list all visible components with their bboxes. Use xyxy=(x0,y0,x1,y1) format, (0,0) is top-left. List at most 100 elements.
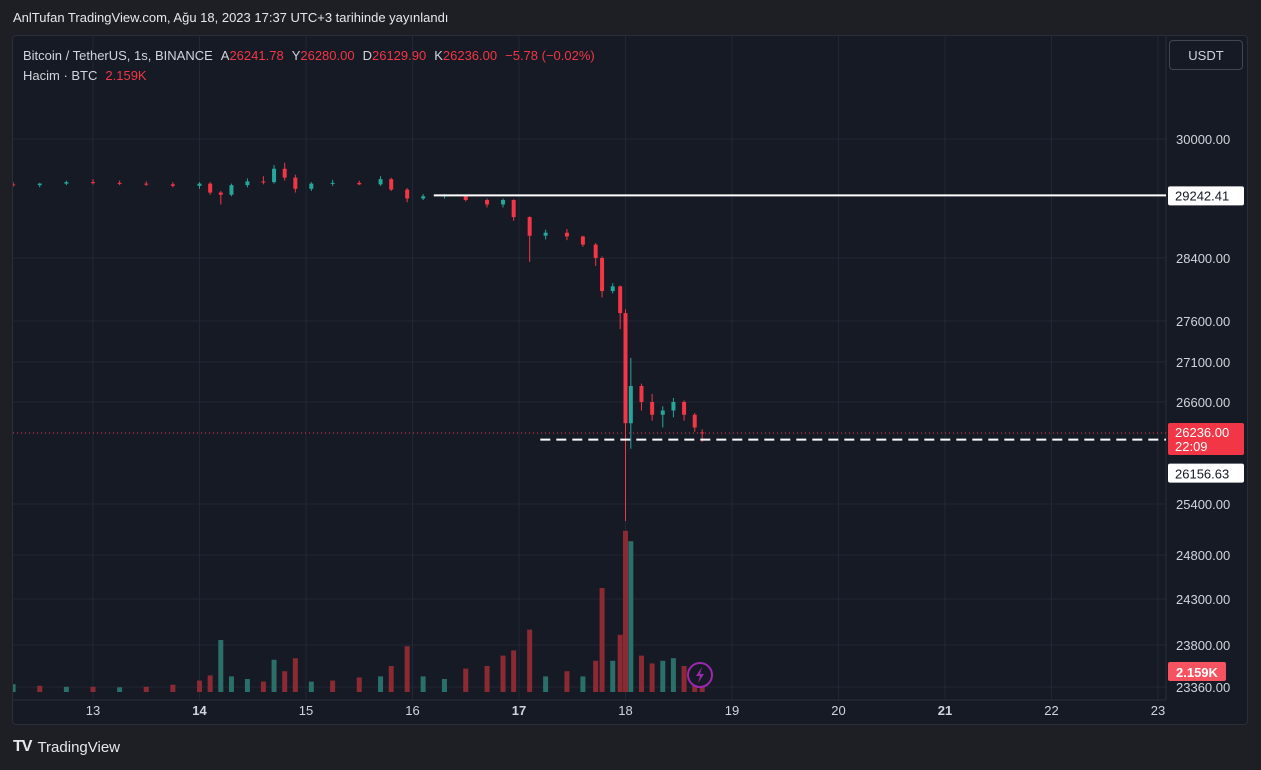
low-label: D xyxy=(362,48,372,63)
time-tick-label: 14 xyxy=(192,703,207,718)
volume-bar xyxy=(670,658,676,692)
candle-body xyxy=(610,286,615,292)
volume-bar xyxy=(218,640,224,692)
volume-bar xyxy=(378,676,384,692)
tradingview-mark-icon: TV xyxy=(13,738,32,755)
price-tick-label: 25400.00 xyxy=(1176,497,1230,512)
volume-label[interactable]: Hacim · BTC xyxy=(23,68,98,83)
price-chart[interactable]: 29242.41 30000.00 28400.00 27600.00 27100.00… xyxy=(13,36,1248,725)
volume-bar xyxy=(420,676,426,692)
time-tick-label: 19 xyxy=(725,703,739,718)
candle-body xyxy=(650,402,655,415)
candle-body xyxy=(485,199,490,205)
candle-body xyxy=(511,199,516,218)
volume-bar xyxy=(207,675,213,692)
time-tick-label: 18 xyxy=(618,703,632,718)
candle-body xyxy=(170,184,175,186)
time-tick-label: 15 xyxy=(299,703,313,718)
time-tick-label: 16 xyxy=(405,703,419,718)
volume-bar xyxy=(660,660,666,692)
publish-info: AnlTufan TradingView.com, Ağu 18, 2023 1… xyxy=(13,10,449,25)
volume-bar xyxy=(330,680,336,692)
price-tick-label: 26600.00 xyxy=(1176,395,1230,410)
volume-bar xyxy=(649,663,655,692)
candle-body xyxy=(543,232,548,236)
time-tick-label: 21 xyxy=(938,703,952,718)
lightning-bolt-icon xyxy=(696,667,704,683)
time-tick-label: 13 xyxy=(86,703,100,718)
volume-bar xyxy=(197,680,202,692)
candle-body xyxy=(13,184,16,186)
volume-bar xyxy=(404,646,410,692)
candle-body xyxy=(261,181,266,183)
candle-body xyxy=(580,236,585,245)
candle-body xyxy=(682,402,687,415)
horizontal-level-label: 29242.41 xyxy=(1175,188,1229,203)
candle-body xyxy=(501,199,506,205)
volume-bar xyxy=(484,666,490,692)
open-value: 26241.78 xyxy=(229,48,284,63)
candle-body xyxy=(144,183,149,185)
volume-bar xyxy=(681,666,687,692)
high-label: Y xyxy=(291,48,301,63)
candle-body xyxy=(405,189,410,199)
time-tick-label: 23 xyxy=(1151,703,1165,718)
currency-unit-button[interactable]: USDT xyxy=(1169,40,1243,70)
price-tick-label: 24300.00 xyxy=(1176,592,1230,607)
candle-body xyxy=(64,182,69,184)
candle-body xyxy=(564,232,569,237)
candle-body xyxy=(692,414,697,428)
volume-bar xyxy=(638,655,644,692)
candle-body xyxy=(197,183,202,186)
volume-bar xyxy=(13,684,16,692)
candle-body xyxy=(282,168,287,178)
candle-body xyxy=(618,286,623,314)
volume-bar xyxy=(170,684,176,692)
price-tick-label: 23360.00 xyxy=(1176,680,1230,695)
candle-body xyxy=(330,182,335,184)
close-label: K xyxy=(434,48,443,63)
volume-bar xyxy=(63,686,69,692)
time-tick-label: 22 xyxy=(1044,703,1058,718)
candle-body xyxy=(218,192,223,195)
ohlc-legend: Bitcoin / TetherUS, 1s, BINANCE A 26241.7… xyxy=(23,46,603,66)
countdown-label: 22:09 xyxy=(1175,439,1208,454)
volume-bar xyxy=(610,660,616,692)
price-tick-label: 23800.00 xyxy=(1176,638,1230,653)
volume-bar xyxy=(271,659,277,692)
volume-bar xyxy=(356,677,362,692)
volume-bar xyxy=(623,530,628,692)
volume-bar xyxy=(143,686,149,692)
volume-bar xyxy=(543,676,549,692)
volume-bar xyxy=(244,679,250,692)
volume-bar xyxy=(599,588,605,692)
candle-body xyxy=(272,168,277,183)
high-value: 26280.00 xyxy=(300,48,355,63)
volume-bar xyxy=(308,681,314,692)
volume-bar xyxy=(580,676,586,692)
candle-body xyxy=(660,410,665,415)
volume-bar xyxy=(527,629,533,692)
candle-body xyxy=(623,313,628,424)
brand-name: TradingView xyxy=(37,738,120,756)
chart-frame[interactable]: 29242.41 30000.00 28400.00 27600.00 27100.00… xyxy=(12,35,1248,725)
volume-bar xyxy=(463,668,469,692)
tradingview-logo[interactable]: TV TradingView xyxy=(13,738,120,756)
volume-bar xyxy=(37,685,43,692)
candle-body xyxy=(293,177,298,189)
last-price-label: 26236.00 xyxy=(1175,425,1229,440)
last-price-badge xyxy=(1168,422,1244,455)
candle-body xyxy=(628,386,633,424)
symbol-label[interactable]: Bitcoin / TetherUS, 1s, BINANCE xyxy=(23,48,213,63)
candle-body xyxy=(527,217,532,236)
candle-body xyxy=(309,183,314,189)
candle-body xyxy=(208,183,213,193)
chart-legend: Bitcoin / TetherUS, 1s, BINANCE A 26241.7… xyxy=(23,46,603,86)
dashed-level-badge xyxy=(1168,463,1244,483)
volume-bar xyxy=(441,679,447,692)
volume-last-badge xyxy=(1168,662,1226,681)
candle-body xyxy=(421,196,426,199)
volume-bar xyxy=(617,634,623,692)
candle-body xyxy=(700,432,705,434)
change-value: −5.78 (−0.02%) xyxy=(505,48,595,63)
